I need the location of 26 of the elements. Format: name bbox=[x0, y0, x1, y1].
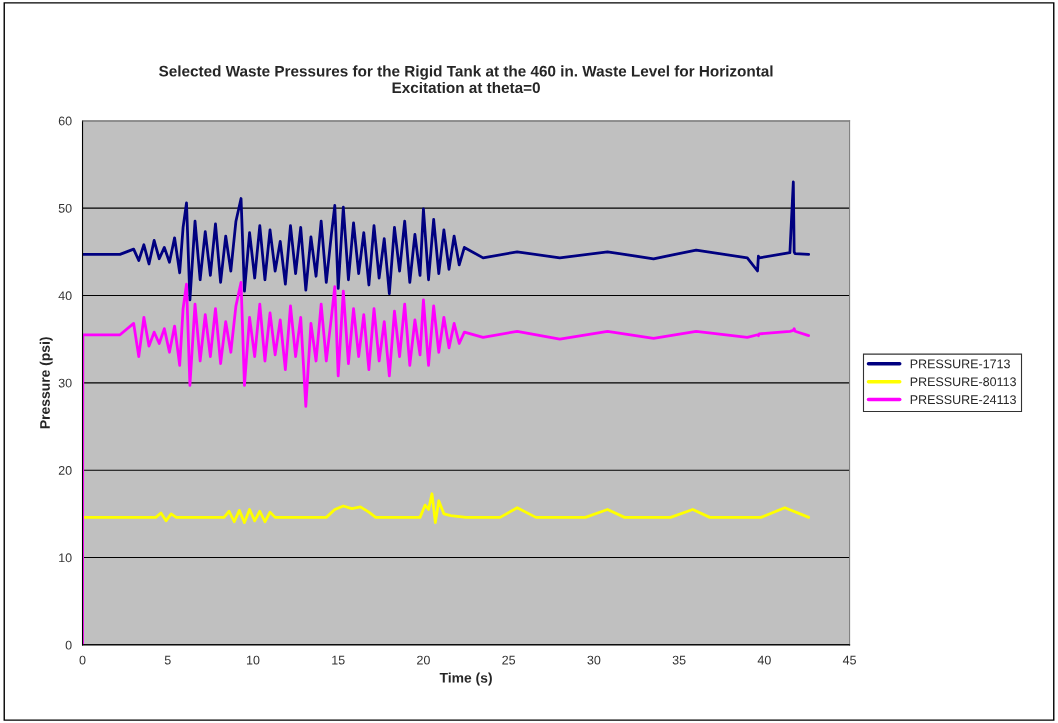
y-tick-label: 0 bbox=[65, 640, 72, 650]
x-tick-label: 10 bbox=[246, 655, 260, 665]
y-tick-label: 60 bbox=[58, 116, 72, 126]
x-tick-label: 0 bbox=[79, 655, 86, 665]
x-tick-label: 40 bbox=[757, 655, 771, 665]
x-tick-label: 15 bbox=[332, 655, 345, 665]
y-tick-label: 30 bbox=[58, 378, 72, 388]
y-axis-title: Pressure (psi) bbox=[39, 337, 53, 429]
line-series bbox=[82, 180, 811, 302]
chart-title: Selected Waste Pressures for the Rigid Tank at the 460 in. Waste Level for Horizontal Excitation at theta=0 bbox=[159, 65, 773, 94]
legend-label: PRESSURE-80113 bbox=[910, 377, 1016, 387]
legend-label: PRESSURE-1713 bbox=[910, 359, 1010, 369]
x-tick-label: 20 bbox=[417, 655, 430, 665]
y-tick-label: 40 bbox=[58, 291, 72, 301]
y-tick-label: 10 bbox=[59, 553, 72, 563]
legend-label: PRESSURE-24113 bbox=[910, 395, 1016, 405]
x-tick-label: 30 bbox=[587, 655, 601, 665]
x-tick-label: 5 bbox=[164, 655, 171, 665]
y-tick-label: 20 bbox=[58, 465, 72, 475]
line-series bbox=[82, 492, 811, 524]
x-tick-label: 35 bbox=[672, 655, 686, 665]
x-axis-title: Time (s) bbox=[439, 672, 492, 686]
y-tick-label: 50 bbox=[58, 203, 72, 213]
line-series bbox=[82, 280, 811, 645]
x-tick-label: 25 bbox=[502, 655, 516, 665]
x-tick-label: 45 bbox=[842, 655, 856, 665]
